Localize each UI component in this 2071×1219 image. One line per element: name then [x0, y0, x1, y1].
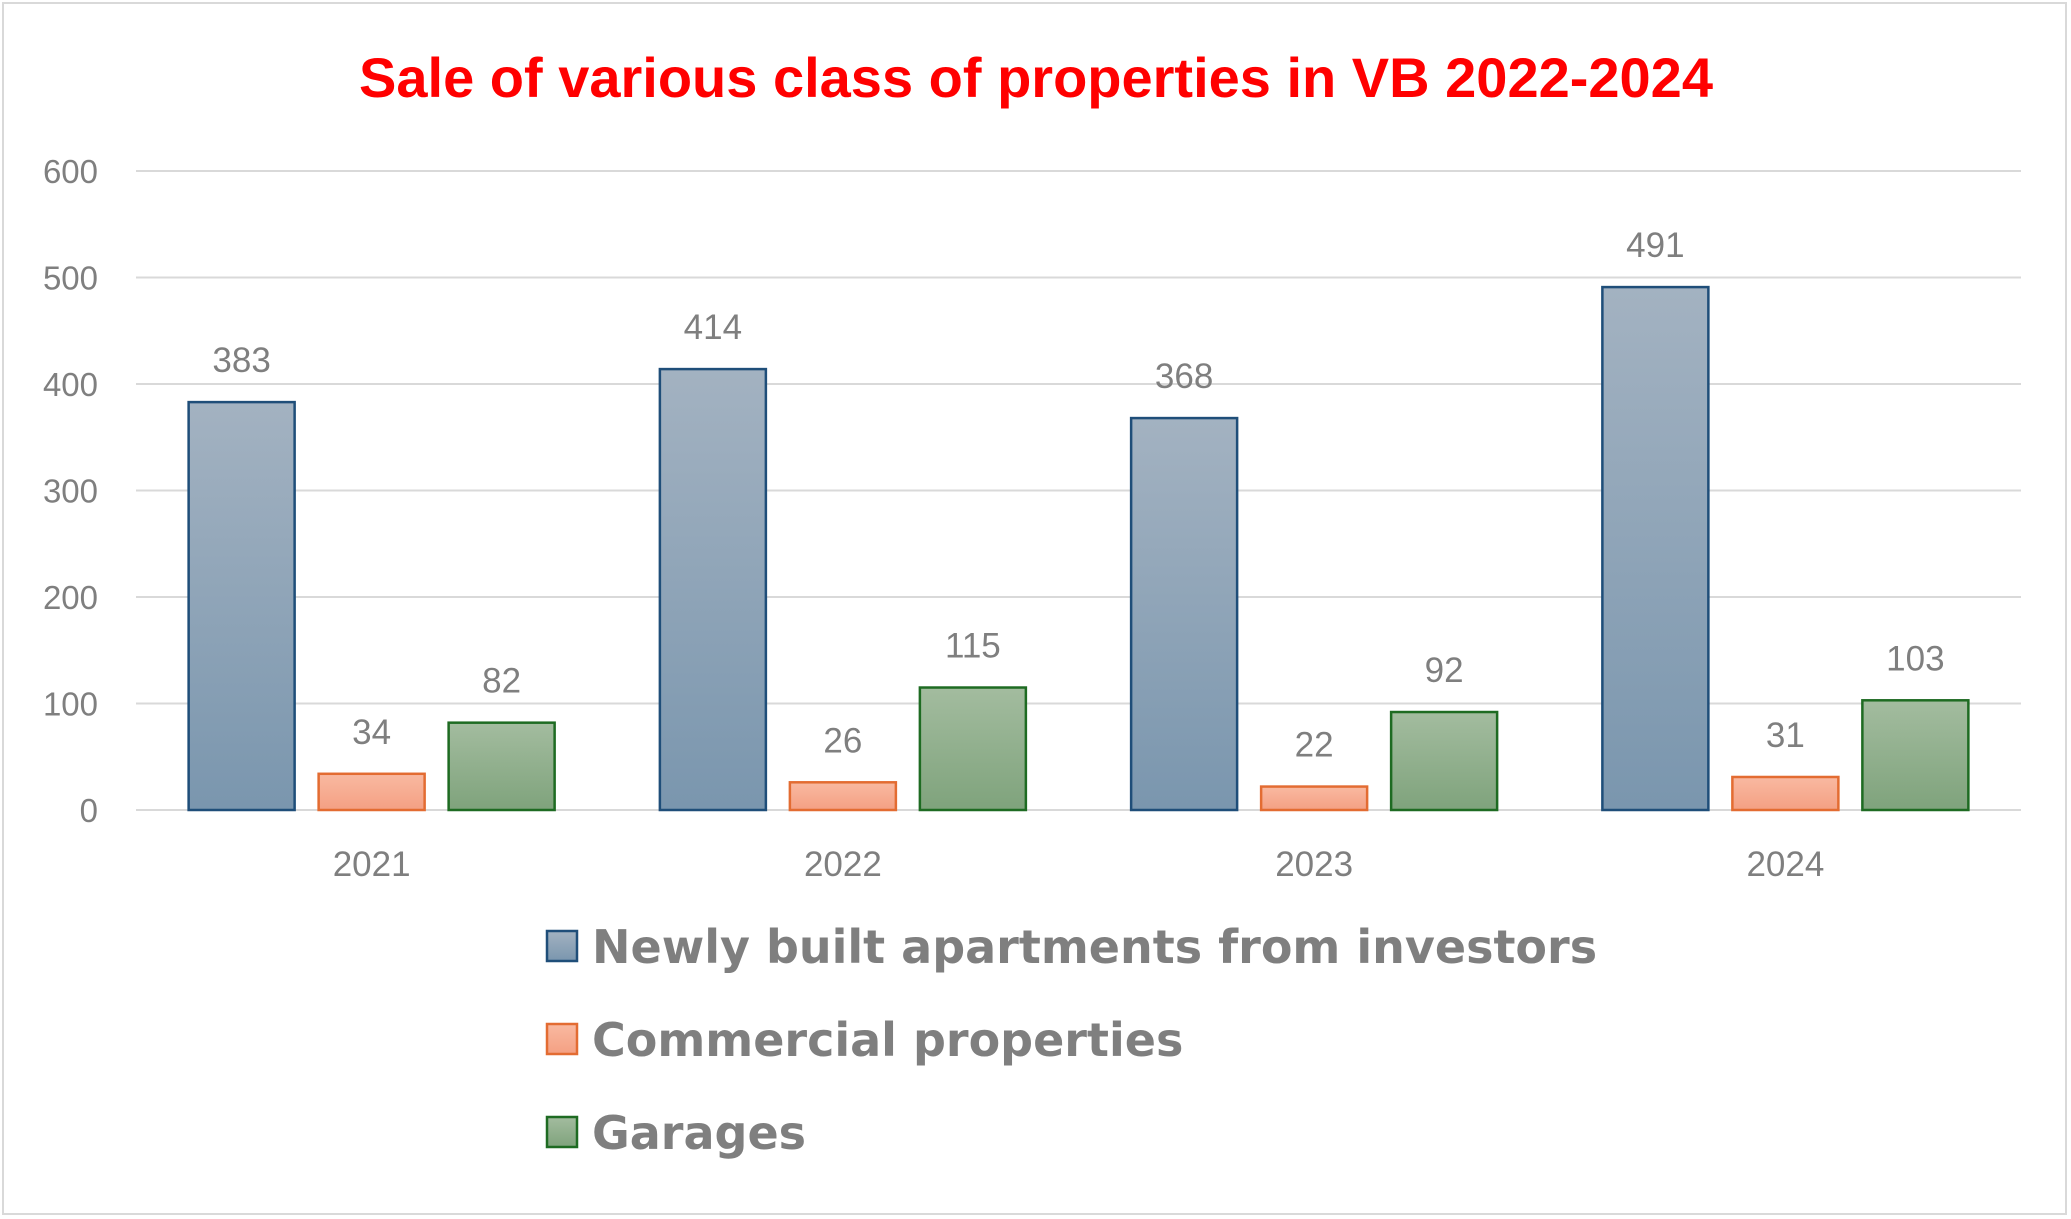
legend-label: Newly built apartments from investors	[592, 920, 1597, 974]
data-label-apartments-2023: 368	[1155, 357, 1213, 396]
legend-label: Garages	[592, 1106, 806, 1160]
bar-chart: Sale of various class of properties in V…	[43, 46, 2021, 1160]
x-tick-label: 2022	[804, 845, 882, 884]
legend-swatch	[545, 1022, 579, 1056]
y-tick-label: 100	[43, 686, 98, 723]
bar-commercial-2021	[317, 772, 426, 812]
data-label-commercial-2023: 22	[1295, 726, 1334, 765]
bar-garages-2024	[1861, 699, 1970, 812]
bar-commercial-2024	[1731, 775, 1840, 812]
data-label-commercial-2022: 26	[823, 721, 862, 760]
x-tick-label: 2024	[1746, 845, 1824, 884]
y-tick-label: 600	[43, 153, 98, 190]
data-labels: 383 34 82 414 26 115 368 22 92 491 31 103	[212, 226, 1944, 764]
y-tick-label: 400	[43, 366, 98, 403]
data-label-garages-2024: 103	[1886, 639, 1944, 678]
legend-item-commercial: Commercial properties	[545, 1013, 1183, 1067]
bar-commercial-2023	[1259, 785, 1369, 812]
y-tick-label: 0	[80, 792, 98, 829]
x-tick-label: 2021	[333, 845, 411, 884]
bar-garages-2022	[918, 686, 1028, 812]
data-label-commercial-2021: 34	[352, 713, 391, 752]
bar-apartments-2023	[1129, 416, 1239, 812]
data-label-commercial-2024: 31	[1766, 716, 1805, 755]
gridlines	[136, 170, 2021, 811]
bar-garages-2021	[447, 721, 556, 812]
chart-title: Sale of various class of properties in V…	[359, 46, 1713, 109]
legend-swatch	[545, 1115, 579, 1149]
data-label-garages-2021: 82	[482, 662, 521, 701]
legend-item-apartments: Newly built apartments from investors	[545, 920, 1597, 974]
bars	[187, 285, 1970, 812]
data-label-garages-2022: 115	[945, 627, 1001, 666]
x-axis-ticks: 2021 2022 2023 2024	[333, 845, 1825, 884]
y-tick-label: 500	[43, 260, 98, 297]
x-tick-label: 2023	[1275, 845, 1353, 884]
data-label-apartments-2024: 491	[1626, 226, 1684, 265]
legend: Newly built apartments from investors Com…	[545, 920, 1597, 1160]
y-tick-label: 200	[43, 579, 98, 616]
legend-item-garages: Garages	[545, 1106, 806, 1160]
bar-garages-2023	[1389, 710, 1499, 812]
bar-commercial-2022	[788, 781, 898, 812]
data-label-garages-2023: 92	[1425, 651, 1464, 690]
data-label-apartments-2021: 383	[212, 341, 270, 380]
y-axis-ticks: 0 100 200 300 400 500 600	[43, 153, 98, 829]
bar-apartments-2021	[187, 400, 296, 812]
legend-swatch	[545, 929, 579, 963]
bar-apartments-2024	[1601, 285, 1710, 812]
bar-apartments-2022	[658, 367, 768, 812]
data-label-apartments-2022: 414	[684, 308, 742, 347]
y-tick-label: 300	[43, 473, 98, 510]
legend-label: Commercial properties	[592, 1013, 1183, 1067]
